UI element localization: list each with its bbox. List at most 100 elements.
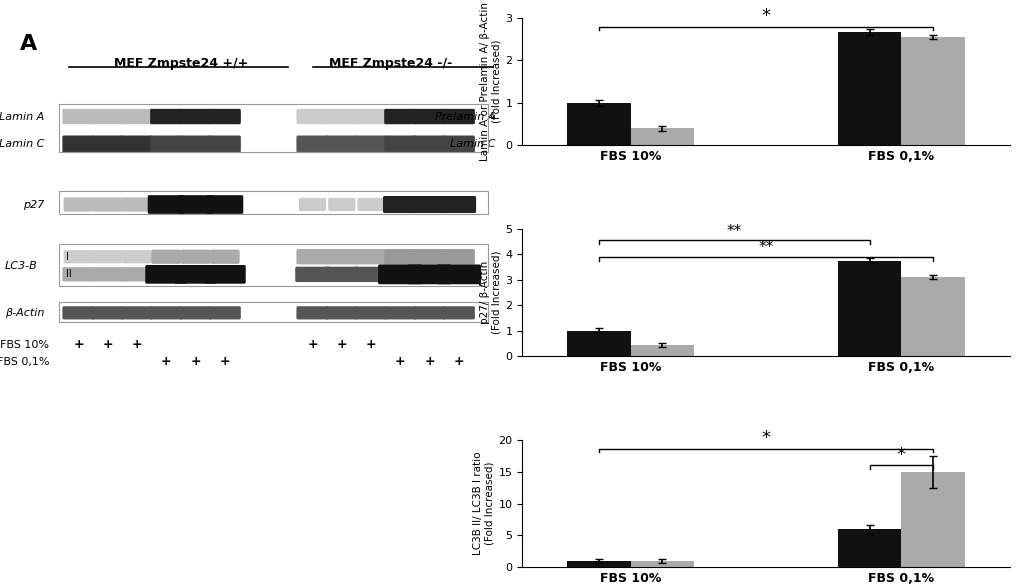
FancyBboxPatch shape — [174, 265, 216, 284]
Bar — [630, 561, 693, 567]
Text: +: + — [424, 355, 434, 369]
FancyBboxPatch shape — [442, 109, 475, 124]
FancyBboxPatch shape — [325, 136, 358, 153]
Text: +: + — [307, 338, 318, 351]
FancyBboxPatch shape — [63, 197, 94, 212]
FancyBboxPatch shape — [355, 109, 387, 124]
Text: +: + — [219, 355, 230, 369]
FancyBboxPatch shape — [442, 249, 475, 264]
FancyBboxPatch shape — [121, 136, 153, 153]
Text: *: * — [761, 429, 769, 448]
FancyBboxPatch shape — [93, 250, 122, 263]
FancyBboxPatch shape — [382, 196, 417, 213]
Bar — [901, 37, 964, 146]
Text: *: * — [896, 446, 905, 464]
Text: +: + — [161, 355, 171, 369]
FancyBboxPatch shape — [179, 109, 211, 124]
Text: *: * — [761, 7, 769, 25]
FancyBboxPatch shape — [62, 267, 95, 281]
FancyBboxPatch shape — [413, 249, 445, 264]
FancyBboxPatch shape — [413, 136, 445, 153]
FancyBboxPatch shape — [148, 195, 184, 214]
Text: MEF Zmpste24 +/+: MEF Zmpste24 +/+ — [114, 57, 248, 70]
Text: MEF Zmpste24 -/-: MEF Zmpste24 -/- — [328, 57, 451, 70]
FancyBboxPatch shape — [62, 307, 95, 319]
FancyBboxPatch shape — [297, 307, 328, 319]
FancyBboxPatch shape — [206, 195, 244, 214]
FancyBboxPatch shape — [209, 307, 240, 319]
Y-axis label: p27/ β-Actin
(Fold Increased): p27/ β-Actin (Fold Increased) — [479, 251, 500, 334]
FancyBboxPatch shape — [378, 264, 422, 284]
FancyBboxPatch shape — [441, 196, 476, 213]
Bar — [59, 105, 487, 152]
FancyBboxPatch shape — [436, 264, 481, 284]
Bar — [59, 191, 487, 215]
Text: β-Actin: β-Actin — [5, 308, 44, 318]
FancyBboxPatch shape — [324, 267, 359, 282]
FancyBboxPatch shape — [62, 109, 95, 124]
FancyBboxPatch shape — [122, 250, 152, 263]
FancyBboxPatch shape — [121, 307, 153, 319]
Bar — [838, 33, 901, 146]
FancyBboxPatch shape — [180, 250, 210, 264]
Y-axis label: LC3B II/ LC3B I ratio
(Fold Increased): LC3B II/ LC3B I ratio (Fold Increased) — [472, 452, 493, 555]
FancyBboxPatch shape — [150, 109, 182, 124]
Text: A: A — [20, 34, 37, 54]
FancyBboxPatch shape — [325, 307, 358, 319]
FancyBboxPatch shape — [63, 250, 94, 263]
FancyBboxPatch shape — [121, 109, 153, 124]
Text: Lamin A: Lamin A — [0, 112, 44, 122]
FancyBboxPatch shape — [384, 136, 416, 153]
Text: Lamin C: Lamin C — [449, 139, 495, 149]
Text: I: I — [66, 252, 69, 261]
Text: LC3-B: LC3-B — [4, 260, 37, 270]
Text: **: ** — [727, 224, 741, 239]
Text: +: + — [131, 338, 143, 351]
FancyBboxPatch shape — [122, 197, 152, 212]
FancyBboxPatch shape — [151, 250, 181, 264]
FancyBboxPatch shape — [62, 136, 95, 153]
FancyBboxPatch shape — [442, 307, 475, 319]
FancyBboxPatch shape — [179, 307, 211, 319]
Text: Prelamin A: Prelamin A — [434, 112, 495, 122]
Bar — [59, 244, 487, 286]
FancyBboxPatch shape — [297, 136, 328, 153]
FancyBboxPatch shape — [407, 264, 451, 284]
FancyBboxPatch shape — [176, 195, 214, 214]
FancyBboxPatch shape — [92, 109, 123, 124]
FancyBboxPatch shape — [354, 267, 388, 282]
FancyBboxPatch shape — [384, 249, 416, 264]
Text: II: II — [66, 269, 72, 280]
Bar — [567, 331, 630, 356]
FancyBboxPatch shape — [412, 196, 446, 213]
FancyBboxPatch shape — [384, 109, 416, 124]
FancyBboxPatch shape — [92, 307, 123, 319]
FancyBboxPatch shape — [413, 307, 445, 319]
FancyBboxPatch shape — [210, 250, 239, 264]
Y-axis label: Lamin A or Prelamin A/ β-Actin
(Fold Increased): Lamin A or Prelamin A/ β-Actin (Fold Inc… — [479, 2, 500, 161]
Text: p27: p27 — [23, 199, 44, 209]
FancyBboxPatch shape — [121, 267, 153, 281]
Text: +: + — [190, 355, 201, 369]
FancyBboxPatch shape — [355, 307, 387, 319]
FancyBboxPatch shape — [297, 249, 328, 264]
Text: +: + — [366, 338, 376, 351]
FancyBboxPatch shape — [297, 109, 328, 124]
FancyBboxPatch shape — [209, 136, 240, 153]
FancyBboxPatch shape — [92, 136, 123, 153]
Bar — [59, 302, 487, 322]
FancyBboxPatch shape — [209, 109, 240, 124]
FancyBboxPatch shape — [325, 249, 358, 264]
Text: +: + — [73, 338, 84, 351]
FancyBboxPatch shape — [150, 307, 182, 319]
Text: B: B — [527, 26, 543, 46]
Bar — [901, 472, 964, 567]
FancyBboxPatch shape — [204, 265, 246, 284]
Text: FBS 10%: FBS 10% — [0, 340, 49, 350]
FancyBboxPatch shape — [357, 198, 384, 211]
Bar — [567, 561, 630, 567]
FancyBboxPatch shape — [384, 307, 416, 319]
Bar — [567, 103, 630, 146]
FancyBboxPatch shape — [299, 198, 326, 211]
FancyBboxPatch shape — [355, 136, 387, 153]
